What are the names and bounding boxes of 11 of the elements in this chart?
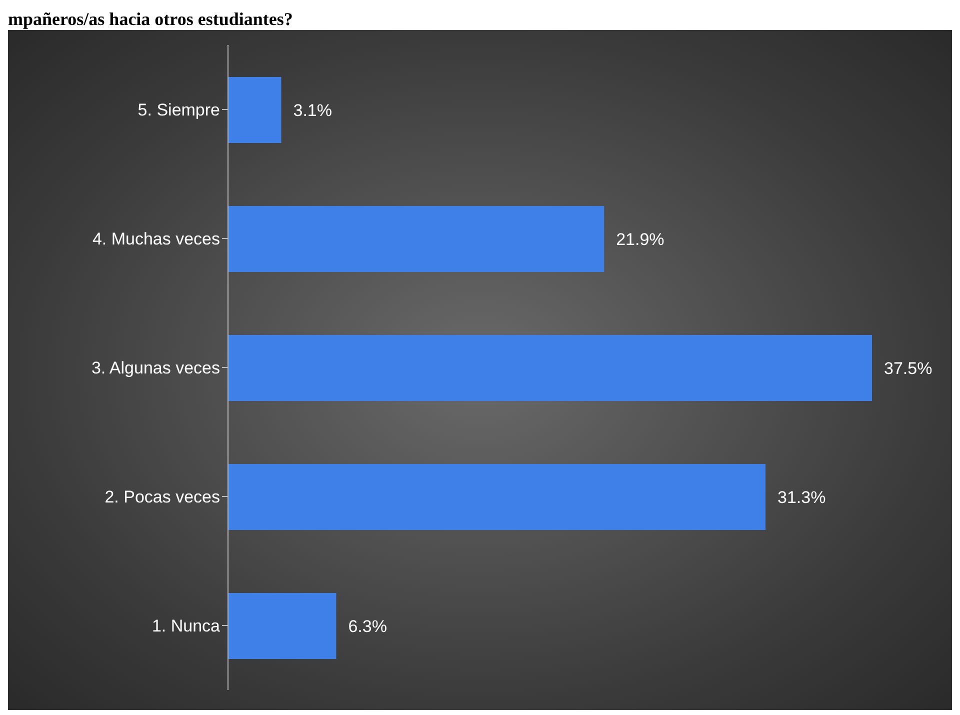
y-tick-label: 3. Algunas veces xyxy=(91,358,220,378)
data-label: 31.3% xyxy=(778,488,826,507)
data-label: 21.9% xyxy=(616,230,664,249)
y-tick-label: 4. Muchas veces xyxy=(92,230,220,249)
data-label: 6.3% xyxy=(348,616,387,636)
chart-title: mpañeros/as hacia otros estudiantes? xyxy=(8,8,294,30)
data-label: 3.1% xyxy=(293,100,332,120)
y-tick-label: 1. Nunca xyxy=(152,616,221,636)
y-tick-label: 5. Siempre xyxy=(138,100,220,120)
y-tick-label: 2. Pocas veces xyxy=(104,488,220,507)
data-label: 37.5% xyxy=(884,358,932,378)
